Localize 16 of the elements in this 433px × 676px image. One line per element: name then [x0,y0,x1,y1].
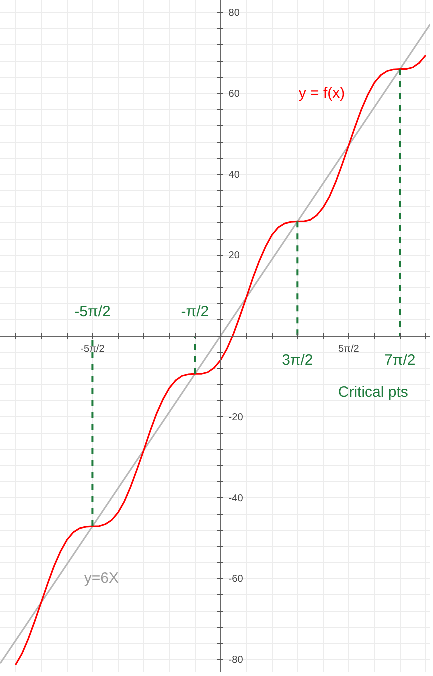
annotation: Critical pts [338,384,408,402]
y-tick-label: 20 [228,250,240,262]
y-tick-label: -40 [228,493,244,504]
y-tick-label: -60 [228,574,244,586]
annotation: -π/2 [181,303,210,320]
annotation: y=6X [84,570,119,588]
annotation: -5π/2 [74,303,111,320]
y-tick-label: 40 [228,170,240,181]
y-tick-label: 60 [228,88,240,100]
annotation: y = f(x) [298,84,346,102]
x-tick-label: 5π/2 [338,344,360,356]
annotation: 3π/2 [282,352,314,369]
y-tick-label: 80 [228,8,240,20]
y-tick-label: -20 [228,412,244,424]
annotation: 7π/2 [384,352,416,369]
y-tick-label: -80 [228,655,244,666]
